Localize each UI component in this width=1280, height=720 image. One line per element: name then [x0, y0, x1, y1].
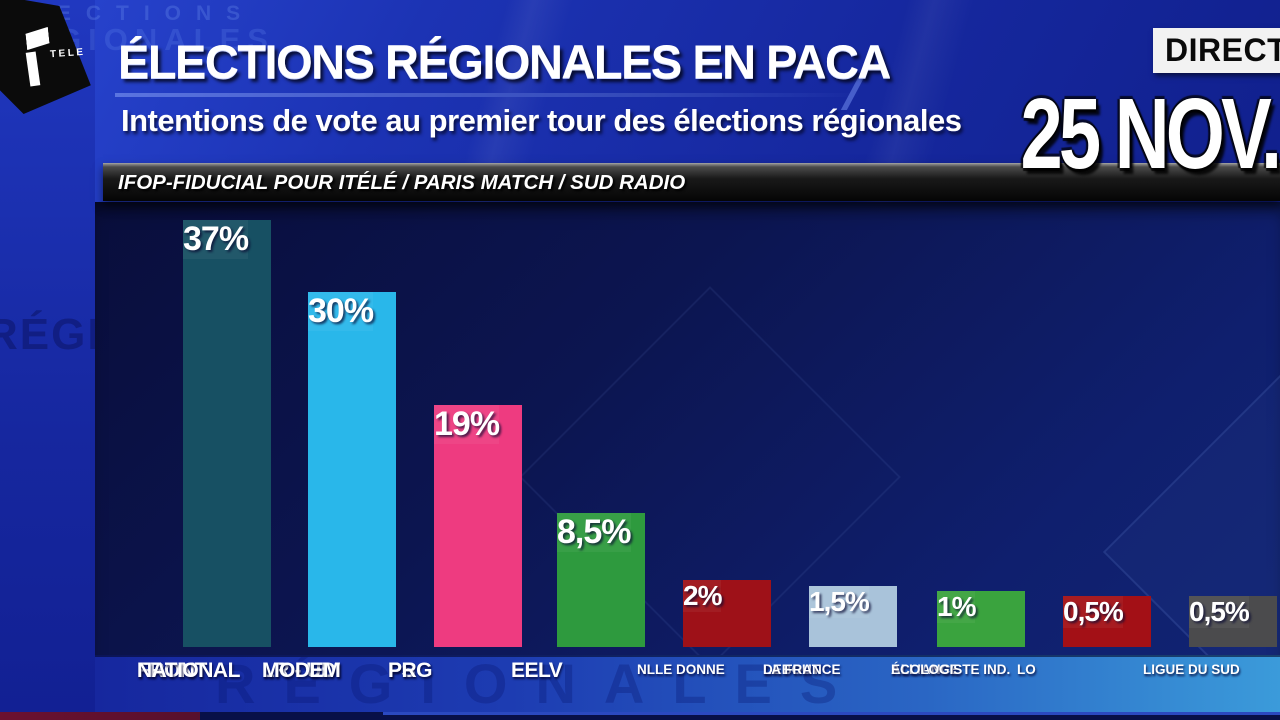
bar-label-line: PS — [388, 659, 416, 682]
lower-banner-strip-maroon — [0, 712, 200, 720]
live-badge: DIRECT — [1153, 28, 1280, 73]
live-badge-label: DIRECT — [1165, 32, 1280, 68]
diamond-decor-icon — [1102, 339, 1280, 655]
bar-label-line: LO — [1017, 662, 1036, 677]
bar-label-line: ALLIANCE — [891, 662, 960, 677]
background-left-strip — [0, 0, 95, 720]
category-label-band: RÉGIONALES — [95, 655, 1280, 712]
bar-label-line: DEBOUT — [763, 662, 820, 677]
bar-label-line: ÉCOLOGISTE IND. — [891, 662, 1011, 677]
lower-banner-strip — [0, 712, 1280, 720]
diamond-decor-icon — [519, 286, 901, 655]
bar-label-line: LA FRANCE — [763, 662, 841, 677]
watermark-regionales-band: RÉGIONALES — [215, 655, 866, 712]
bar-label-line: PRG — [388, 659, 433, 682]
title-underline — [115, 93, 860, 97]
poll-source-bar: IFOP-FIDUCIAL POUR ITÉLÉ / PARIS MATCH /… — [103, 163, 1280, 201]
page-subtitle: Intentions de vote au premier tour des é… — [121, 103, 962, 138]
bar-label-line: FRONT — [137, 659, 207, 682]
bar-label-line: LIGUE DU SUD — [1143, 662, 1240, 677]
bar-label-line: NATIONAL — [137, 659, 240, 682]
poll-source-text: IFOP-FIDUCIAL POUR ITÉLÉ / PARIS MATCH /… — [118, 171, 686, 194]
chart-panel — [95, 202, 1280, 655]
bar-label-line: LR - UDI — [262, 659, 341, 682]
itele-logo: TELE — [0, 0, 102, 114]
lower-banner-strip-edge — [383, 712, 1280, 715]
bar-label-line: NLLE DONNE — [637, 662, 725, 677]
itele-logo-label: TELE — [49, 46, 86, 61]
page-title: ÉLECTIONS RÉGIONALES EN PACA — [118, 35, 891, 88]
date-overlay: 25 NOV. — [1020, 78, 1280, 190]
bar-label-line: MODEM — [262, 659, 341, 682]
bar-label-line: EELV — [511, 659, 563, 682]
